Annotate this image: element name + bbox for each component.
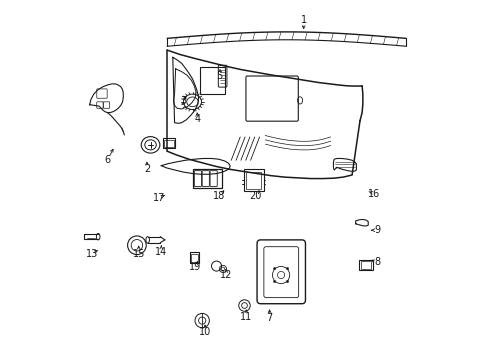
Circle shape [273, 280, 275, 283]
Circle shape [286, 267, 288, 270]
Text: 8: 8 [373, 257, 380, 267]
Text: 14: 14 [155, 247, 167, 257]
Text: 12: 12 [220, 270, 232, 280]
Text: 6: 6 [104, 155, 110, 165]
Text: 17: 17 [153, 193, 165, 203]
Text: 19: 19 [188, 262, 201, 272]
Circle shape [286, 280, 288, 283]
Text: 1: 1 [300, 15, 306, 26]
Circle shape [273, 267, 275, 270]
Text: 9: 9 [373, 225, 380, 235]
Text: 11: 11 [240, 312, 252, 322]
Text: 3: 3 [180, 96, 186, 106]
Text: 5: 5 [216, 71, 222, 81]
Text: 20: 20 [248, 191, 261, 201]
Text: 16: 16 [367, 189, 380, 199]
Text: 15: 15 [132, 248, 144, 258]
Text: 18: 18 [213, 191, 225, 201]
Text: 10: 10 [199, 327, 211, 337]
Text: 4: 4 [194, 114, 200, 124]
Text: 2: 2 [143, 164, 150, 174]
Text: 13: 13 [86, 248, 98, 258]
Text: 7: 7 [266, 313, 272, 323]
